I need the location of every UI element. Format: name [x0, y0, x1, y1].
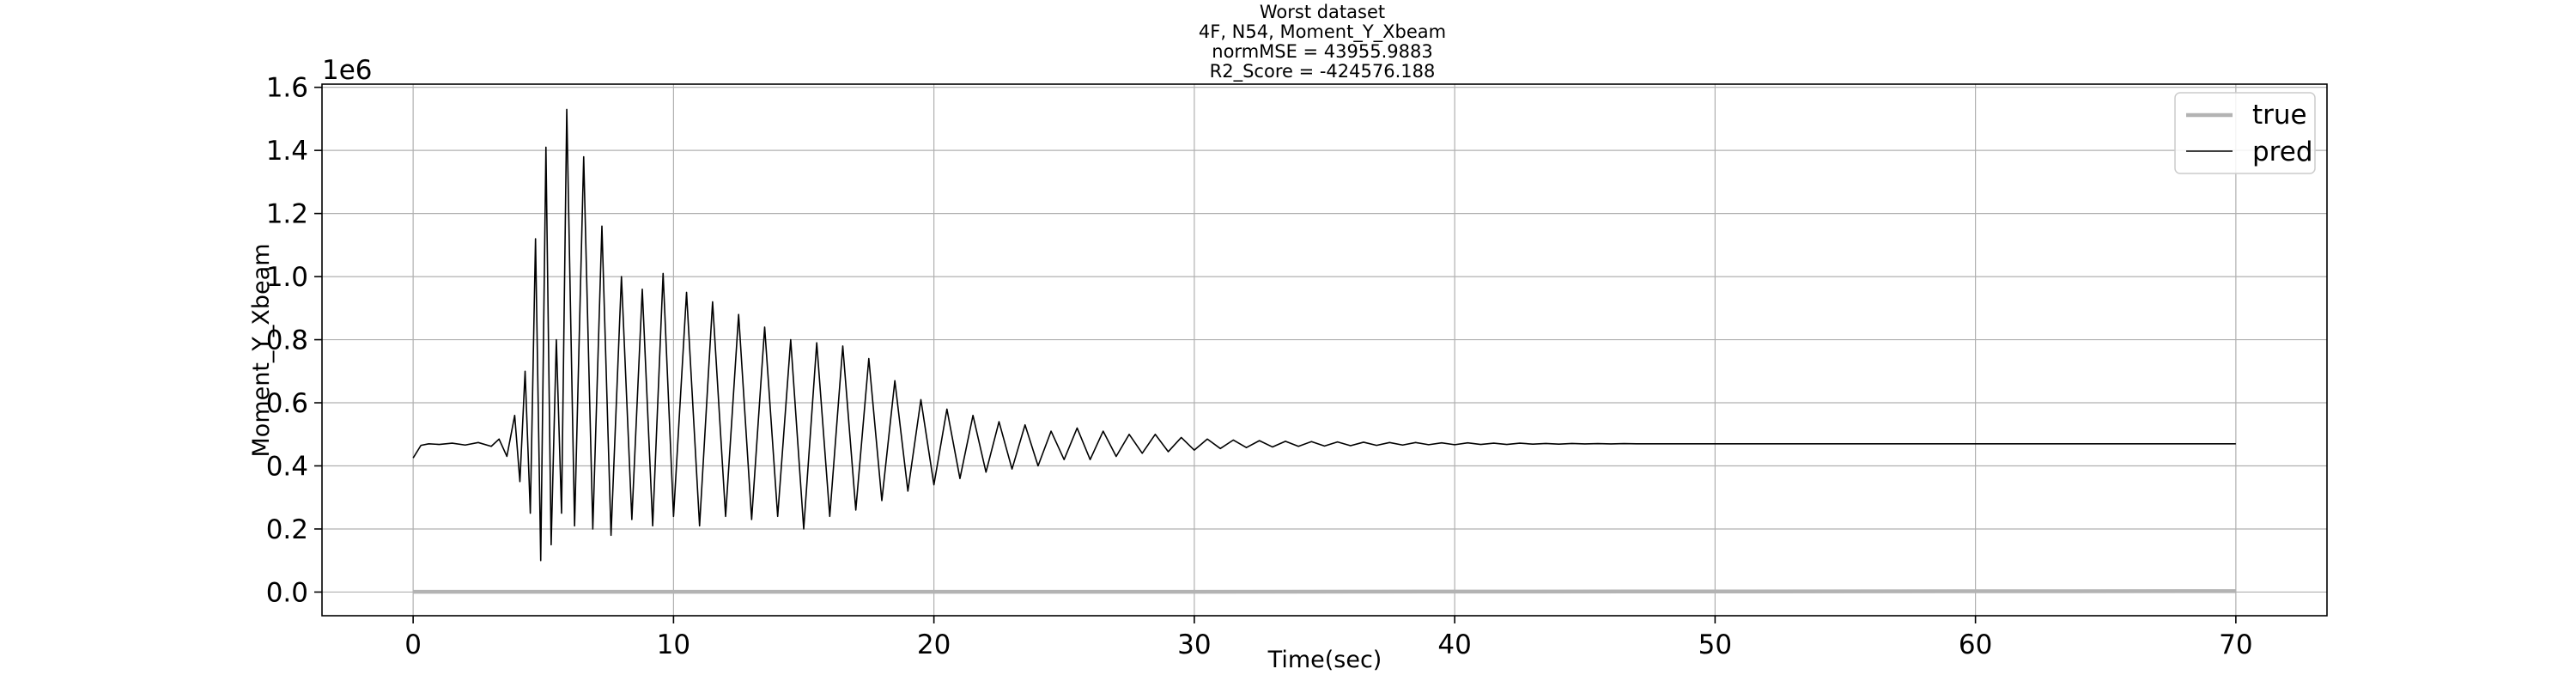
y-tick-label: 0.8	[266, 325, 308, 356]
title-line-4: R2_Score = -424576.188	[1210, 61, 1436, 82]
series-line-pred	[412, 108, 2236, 562]
tick-layer: 0 10 20 30 40 50 60 70 0.0 0.2 0.4 0.6 0.8 1.0 1.2 1.4 1…	[266, 73, 2253, 660]
x-tick-label: 0	[404, 629, 422, 660]
grid-layer	[322, 84, 2327, 616]
x-tick-label: 40	[1437, 629, 1471, 660]
plot-frame	[321, 83, 2328, 617]
legend-box	[2174, 92, 2316, 174]
y-tick-label: 0.0	[266, 577, 308, 608]
x-axis-label: Time(sec)	[1267, 647, 1382, 673]
x-tick-label: 60	[1959, 629, 1992, 660]
title-line-1: Worst dataset	[1260, 2, 1385, 22]
legend-label-pred: pred	[2252, 137, 2313, 167]
y-offset-label: 1e6	[322, 55, 373, 86]
y-tick-label: 0.2	[266, 514, 308, 545]
y-tick-label: 0.6	[266, 388, 308, 419]
series-layer	[412, 108, 2236, 594]
x-tick-label: 20	[917, 629, 951, 660]
y-tick-label: 1.4	[266, 136, 308, 167]
y-tick-label: 1.0	[266, 262, 308, 293]
chart-title: Worst dataset 4F, N54, Moment_Y_Xbeam no…	[1199, 2, 1446, 82]
x-tick-label: 70	[2219, 629, 2252, 660]
legend: true pred	[2174, 92, 2316, 174]
y-tick-label: 0.4	[266, 452, 308, 483]
y-axis-label: Moment_Y_Xbeam	[248, 243, 275, 457]
title-line-2: 4F, N54, Moment_Y_Xbeam	[1199, 21, 1446, 43]
series-line-true	[413, 589, 2236, 594]
plot-area	[322, 84, 2327, 616]
legend-label-true: true	[2252, 100, 2307, 131]
title-line-3: normMSE = 43955.9883	[1212, 41, 1432, 62]
y-tick-label: 1.2	[266, 199, 308, 230]
x-tick-label: 30	[1177, 629, 1211, 660]
x-tick-label: 10	[657, 629, 690, 660]
y-tick-label: 1.6	[266, 73, 308, 104]
x-tick-label: 50	[1698, 629, 1732, 660]
